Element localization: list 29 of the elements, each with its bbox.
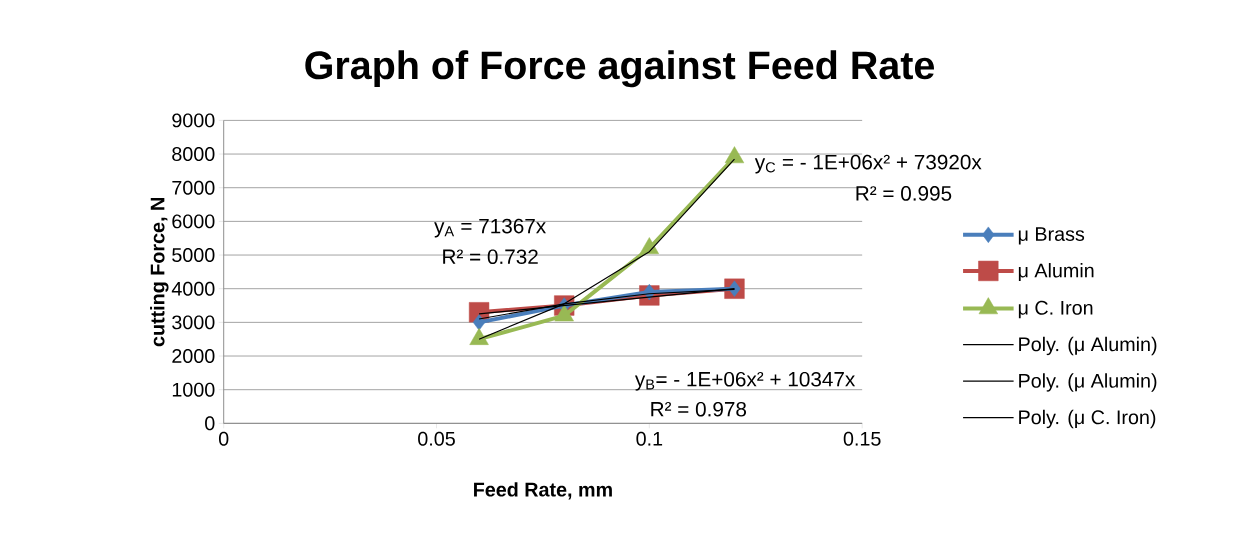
legend-label: Poly. (μ Alumin) bbox=[1019, 373, 1157, 392]
annotation: R² = 0.995 bbox=[856, 186, 952, 201]
y-tick-label: 6000 bbox=[172, 214, 215, 229]
chart-title: Graph of Force against Feed Rate bbox=[305, 50, 935, 88]
y-tick-label: 1000 bbox=[172, 382, 215, 397]
x-tick-label: 0.05 bbox=[418, 432, 455, 446]
annotation: y$_{A}$ = 71367x bbox=[434, 218, 546, 238]
y-tick-label: 0 bbox=[205, 416, 215, 431]
annotation: y$_{B}$= - 1E+06x² + 10347x bbox=[634, 372, 856, 391]
y-tick-label: 5000 bbox=[172, 248, 215, 263]
annotation: R² = 0.732 bbox=[443, 249, 538, 265]
y-axis-title: cutting Force, N bbox=[150, 198, 169, 347]
y-tick-label: 8000 bbox=[172, 147, 215, 162]
legend-label: Poly. (μ Alumin) bbox=[1019, 336, 1157, 356]
x-axis-title: Feed Rate, mm bbox=[474, 482, 612, 500]
y-tick-label: 3000 bbox=[172, 315, 215, 330]
legend-label: μ Brass bbox=[1018, 227, 1085, 245]
y-tick-label: 7000 bbox=[172, 180, 215, 195]
y-tick-label: 2000 bbox=[172, 349, 215, 364]
annotation: R² = 0.978 bbox=[651, 402, 747, 417]
x-tick-label: 0.15 bbox=[843, 432, 881, 446]
y-tick-label: 4000 bbox=[171, 281, 215, 296]
legend-label: μ Alumin bbox=[1018, 263, 1094, 282]
legend-label: μ C. Iron bbox=[1018, 301, 1093, 319]
y-tick-label: 9000 bbox=[172, 113, 215, 128]
x-tick-label: 0 bbox=[218, 432, 229, 446]
x-tick-label: 0.1 bbox=[636, 432, 663, 446]
legend-label: Poly. (μ C. Iron) bbox=[1019, 410, 1156, 429]
annotation: y$_{C}$ = - 1E+06x² + 73920x bbox=[754, 154, 982, 174]
